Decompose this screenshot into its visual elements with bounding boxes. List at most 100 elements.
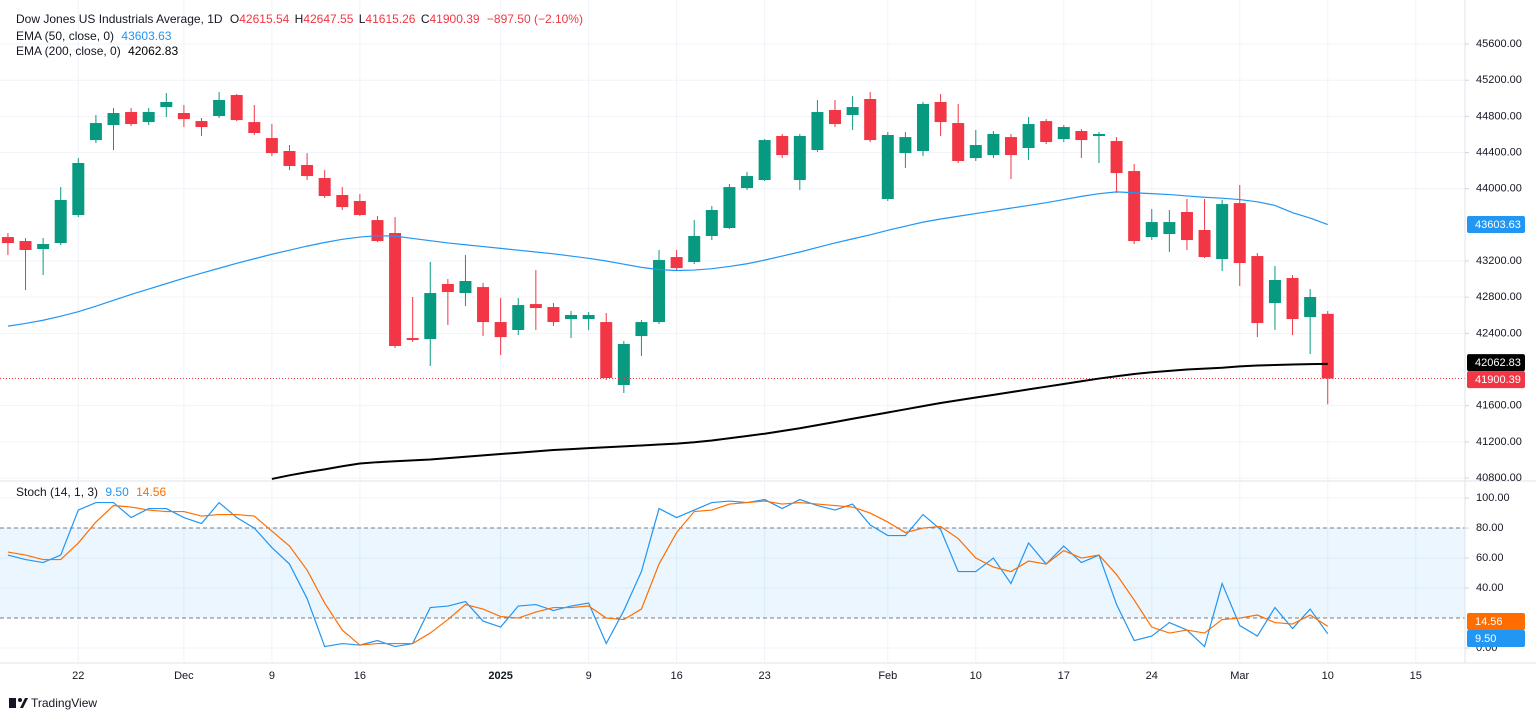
candle-body [1198,230,1211,258]
candle-body [881,134,894,199]
candle-body [1321,313,1334,379]
candle-body [1040,121,1053,143]
price-badge [1467,613,1525,631]
y-tick-label: 42800.00 [1476,291,1522,303]
candle-body [459,281,472,294]
x-tick-label: 15 [1410,670,1422,682]
ohlc-value: 42647.55 [303,12,353,26]
candle-body [1304,297,1317,318]
ohlc-letter: H [295,12,304,26]
candle-body [89,123,102,141]
candle-body [600,322,613,379]
candle-body [916,103,929,151]
candle-body [758,140,771,181]
price-badge [1467,371,1525,389]
candle-body [1,237,14,244]
x-tick-label: 22 [72,670,84,682]
logo [9,698,16,708]
candle-body [371,220,384,242]
candle-body [441,283,454,293]
legend-ema50: EMA (50, close, 0) 43603.63 [16,29,172,43]
candle-body [54,199,67,244]
x-tick-label: 10 [970,670,982,682]
y-tick-label: 42400.00 [1476,327,1522,339]
y-tick-label: 80.00 [1476,522,1504,534]
series-line [7,500,1329,646]
y-tick-label: 41600.00 [1476,400,1522,412]
candle-body [934,101,947,123]
candle-body [987,133,1000,156]
candle-body [1004,137,1017,156]
y-tick-label: 40800.00 [1476,472,1522,484]
logo [18,698,22,702]
candle-body [19,241,32,250]
x-tick-label: 2025 [488,670,512,682]
candle-body [1075,131,1088,141]
series-line [7,498,1329,648]
stoch-grid [0,482,1465,662]
candle-body [617,344,630,385]
candle-body [969,145,982,159]
x-tick-label: 10 [1322,670,1334,682]
ohlc-letter: C [421,12,430,26]
change: −897.50 (−2.10%) [487,12,583,26]
candle-body [318,178,331,197]
candle-body [512,305,525,331]
y-tick-label: 43200.00 [1476,255,1522,267]
y-tick-label: 44800.00 [1476,110,1522,122]
candle-body [635,322,648,337]
legend-value: 42062.83 [128,44,178,58]
y-tick-label: 60.00 [1476,552,1504,564]
ohlc-value: 42615.54 [239,12,289,26]
series-line [271,362,1328,480]
candle-body [107,113,120,126]
candle-body [160,101,173,108]
series-line [7,191,1328,327]
candle-body [1110,141,1123,174]
x-tick-label: 16 [671,670,683,682]
candle-body [793,135,806,181]
candle-body [1180,212,1193,241]
candle-body [72,163,85,216]
legend-label: EMA (50, close, 0) [16,29,114,43]
price-plot [0,92,1465,480]
candle-body [653,260,666,323]
candle-body [1233,203,1246,264]
ohlc-letter: O [230,12,239,26]
legend-stoch: Stoch (14, 1, 3) 9.50 14.56 [16,485,166,499]
price-badge-label: 14.56 [1475,616,1503,628]
legend-label: Stoch (14, 1, 3) [16,485,98,499]
y-tick-label: 45200.00 [1476,74,1522,86]
x-tick-label: 23 [758,670,770,682]
price-badge [1467,354,1525,372]
y-tick-label: 44400.00 [1476,146,1522,158]
header: Dow Jones US Industrials Average, 1D O42… [16,12,583,26]
candle-body [477,287,490,323]
candle-body [37,244,50,249]
watermark-text: TradingView [31,696,97,710]
candle-body [424,293,437,340]
candle-body [177,113,190,120]
x-tick-label: 9 [586,670,592,682]
candle-body [125,112,138,125]
candle-body [829,110,842,125]
price-badge-label: 42062.83 [1475,357,1521,369]
stoch-plot [0,498,1465,648]
x-tick-label: 9 [269,670,275,682]
candle-body [248,122,261,133]
candle-body [213,99,226,116]
candle-body [670,257,683,269]
candle-body [265,138,278,154]
candle-body [688,235,701,263]
candle-body [1216,204,1229,260]
x-tick-label: 24 [1146,670,1158,682]
candle-body [1163,222,1176,234]
y-tick-label: 44000.00 [1476,183,1522,195]
x-tick-label: 16 [354,670,366,682]
candle-body [547,307,560,323]
candle-body [230,95,243,121]
candle-body [1145,222,1158,238]
candle-body [899,137,912,154]
candle-body [301,165,314,177]
legend-value: 43603.63 [121,29,171,43]
